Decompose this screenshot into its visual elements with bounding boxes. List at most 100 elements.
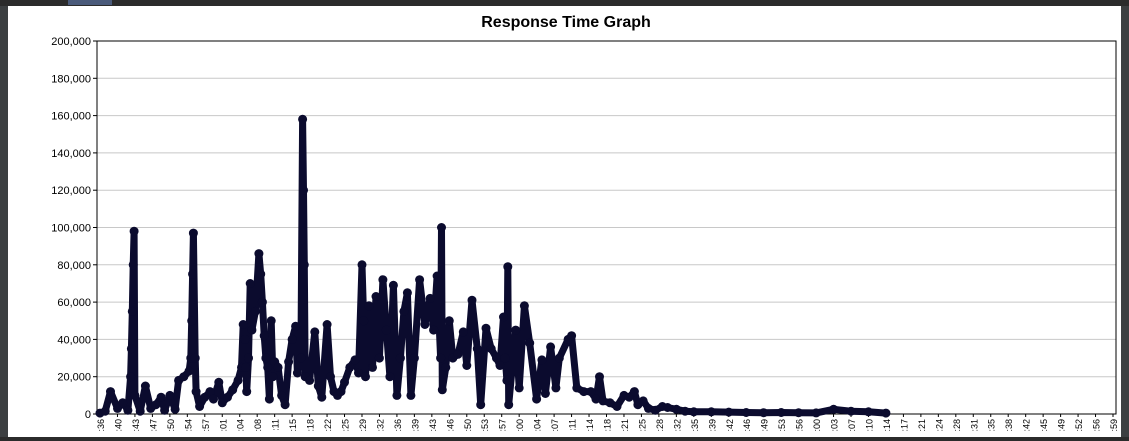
data-point bbox=[127, 306, 137, 316]
data-point bbox=[250, 306, 260, 316]
x-tick-label: :04 bbox=[236, 419, 246, 432]
data-point bbox=[214, 377, 224, 387]
data-point bbox=[546, 342, 556, 352]
data-point bbox=[245, 279, 255, 288]
data-point bbox=[263, 362, 273, 372]
x-tick-label: :04 bbox=[533, 419, 543, 432]
data-point bbox=[374, 353, 384, 363]
data-point bbox=[129, 226, 139, 236]
data-point bbox=[241, 362, 251, 372]
x-tick-label: :14 bbox=[882, 419, 892, 432]
x-axis-ticks: :36:40:43:47:50:54:57:01:04:08:11:15:18:… bbox=[96, 414, 1119, 432]
data-point bbox=[277, 390, 287, 400]
data-point bbox=[402, 288, 412, 298]
x-tick-label: :08 bbox=[253, 419, 263, 432]
plot-frame bbox=[96, 40, 1117, 415]
x-tick-label: :21 bbox=[917, 419, 927, 432]
data-point bbox=[126, 372, 136, 382]
data-point bbox=[776, 408, 786, 417]
data-point bbox=[406, 390, 416, 400]
data-point bbox=[381, 325, 391, 335]
data-point bbox=[643, 403, 653, 413]
data-point bbox=[313, 381, 323, 391]
data-point bbox=[437, 223, 446, 232]
data-point bbox=[441, 362, 451, 372]
data-point bbox=[502, 375, 512, 385]
x-tick-label: :29 bbox=[358, 419, 368, 432]
x-tick-label: :11 bbox=[568, 419, 578, 431]
data-point bbox=[759, 408, 769, 418]
data-point bbox=[280, 400, 290, 410]
x-tick-label: :00 bbox=[812, 419, 822, 432]
data-point bbox=[572, 383, 582, 393]
x-tick-label: :32 bbox=[375, 419, 385, 432]
data-point bbox=[130, 390, 140, 400]
data-point bbox=[629, 387, 639, 397]
data-point bbox=[118, 398, 128, 408]
y-tick-label: 140,000 bbox=[51, 148, 91, 160]
data-point bbox=[385, 372, 395, 382]
data-point bbox=[357, 260, 367, 270]
x-tick-label: :18 bbox=[306, 419, 316, 432]
x-tick-label: :50 bbox=[463, 419, 473, 432]
data-point bbox=[532, 394, 542, 404]
x-tick-label: :36 bbox=[393, 419, 403, 432]
data-point bbox=[371, 292, 381, 301]
data-point bbox=[322, 320, 332, 329]
data-point bbox=[244, 353, 253, 363]
data-point bbox=[881, 408, 891, 418]
x-tick-label: :35 bbox=[987, 419, 997, 432]
x-tick-label: :42 bbox=[725, 419, 735, 432]
data-point bbox=[495, 361, 505, 370]
data-point bbox=[165, 390, 175, 400]
data-point bbox=[228, 385, 238, 395]
data-point bbox=[299, 260, 309, 270]
data-point bbox=[554, 353, 564, 363]
data-point bbox=[359, 316, 369, 326]
x-tick-label: :25 bbox=[341, 419, 351, 432]
data-point bbox=[551, 383, 561, 393]
data-point bbox=[128, 260, 138, 270]
data-point bbox=[336, 387, 346, 397]
x-tick-label: :59 bbox=[1109, 419, 1119, 432]
y-tick-label: 0 bbox=[85, 409, 91, 421]
data-point bbox=[706, 407, 716, 417]
data-point bbox=[605, 398, 615, 408]
data-point bbox=[595, 372, 604, 382]
data-point bbox=[191, 387, 201, 397]
y-tick-label: 80,000 bbox=[57, 260, 91, 272]
active-tab-marker bbox=[68, 0, 112, 5]
x-tick-label: :21 bbox=[620, 419, 630, 432]
data-point bbox=[100, 406, 110, 416]
data-point bbox=[287, 334, 297, 344]
x-tick-label: :07 bbox=[550, 419, 560, 432]
data-point bbox=[264, 394, 274, 404]
data-point bbox=[259, 331, 269, 341]
data-point bbox=[811, 408, 821, 418]
data-point bbox=[296, 353, 306, 363]
data-point bbox=[326, 372, 335, 382]
data-point bbox=[481, 323, 491, 333]
x-tick-label: :57 bbox=[498, 419, 508, 432]
data-point bbox=[292, 368, 302, 378]
data-point bbox=[612, 402, 622, 411]
x-tick-label: :28 bbox=[655, 419, 665, 432]
data-point bbox=[123, 405, 133, 415]
data-point bbox=[299, 185, 308, 195]
x-tick-label: :17 bbox=[899, 419, 909, 432]
x-tick-label: :31 bbox=[969, 419, 979, 432]
x-tick-label: :53 bbox=[480, 419, 490, 432]
data-point bbox=[135, 406, 145, 416]
data-point bbox=[266, 316, 276, 326]
x-tick-label: :54 bbox=[183, 419, 193, 432]
data-point bbox=[864, 407, 873, 417]
x-tick-label: :28 bbox=[952, 419, 962, 432]
data-point bbox=[242, 387, 252, 397]
x-tick-label: :52 bbox=[1074, 419, 1084, 432]
x-tick-label: :56 bbox=[1092, 419, 1102, 432]
data-point bbox=[268, 372, 278, 382]
x-tick-label: :50 bbox=[166, 419, 176, 432]
x-tick-label: :38 bbox=[1004, 419, 1014, 432]
data-point bbox=[170, 404, 180, 414]
data-point bbox=[317, 392, 327, 402]
